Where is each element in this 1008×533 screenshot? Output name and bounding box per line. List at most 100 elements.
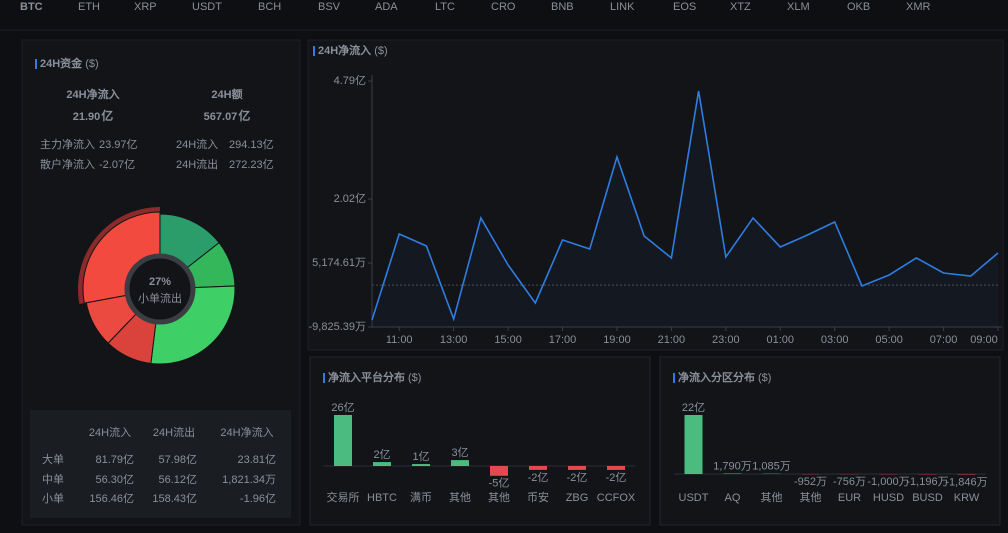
tab[interactable]: XLM — [787, 1, 810, 13]
bar — [529, 466, 547, 470]
bar-value-label: 3亿 — [451, 446, 468, 459]
table-cell: 小单 — [42, 492, 64, 505]
bar-value-label: -5亿 — [489, 477, 510, 490]
x-tick-label: 01:00 — [766, 334, 794, 346]
pie-center-label: 27% — [149, 276, 171, 288]
title-marker — [673, 373, 675, 383]
tab[interactable]: LTC — [435, 1, 455, 13]
table-cell: 156.46亿 — [89, 492, 134, 505]
stat-unit: 亿 — [238, 108, 250, 123]
line-area — [372, 90, 998, 328]
bar — [607, 466, 625, 470]
bar — [684, 415, 703, 474]
tab[interactable]: LINK — [610, 1, 635, 13]
table-cell: 57.98亿 — [158, 453, 197, 466]
stat-value: -2.07亿 — [99, 158, 135, 171]
x-tick-label: 13:00 — [440, 334, 468, 346]
x-tick-label: 币安 — [527, 490, 549, 504]
x-tick-label: AQ — [725, 492, 741, 504]
bar-value-label: -1,846万 — [945, 476, 987, 488]
title-text: 净流入平台分布 — [328, 370, 405, 384]
bar-value-label: 2亿 — [373, 448, 390, 461]
table-cell: 158.43亿 — [152, 492, 197, 505]
x-tick-label: 21:00 — [658, 334, 686, 346]
x-tick-label: 15:00 — [494, 334, 522, 346]
x-tick-label: 11:00 — [386, 334, 413, 346]
stat-unit: 亿 — [101, 108, 113, 123]
x-tick-label: HUSD — [873, 492, 904, 504]
tab[interactable]: XTZ — [730, 1, 751, 13]
tab[interactable]: CRO — [491, 1, 516, 13]
panel-title: 24H净流入 ($) — [318, 43, 388, 57]
x-tick-label: 17:00 — [549, 334, 577, 346]
x-tick-label: KRW — [954, 492, 980, 504]
bar-value-label: -2亿 — [528, 471, 549, 484]
table-cell: 23.81亿 — [237, 453, 276, 466]
bar — [490, 466, 508, 476]
y-tick-label: 2.02亿 — [334, 192, 366, 205]
title-text: 24H净流入 — [318, 43, 371, 57]
stat-label: 24H流出 — [176, 157, 218, 171]
title-text: 净流入分区分布 — [678, 370, 755, 384]
line — [371, 90, 999, 322]
stat-value: 21.90亿 — [73, 108, 114, 123]
line-panel — [307, 39, 1004, 351]
bar — [373, 462, 391, 466]
stat-value: 23.97亿 — [99, 138, 138, 151]
x-tick-label: EUR — [838, 492, 861, 504]
tab[interactable]: ETH — [78, 1, 100, 13]
bar — [412, 464, 430, 466]
tab[interactable]: BTC — [20, 1, 43, 13]
tab[interactable]: BCH — [258, 1, 281, 13]
x-tick-label: USDT — [679, 492, 709, 504]
stat-label: 24H额 — [211, 87, 242, 101]
table-cell: 81.79亿 — [95, 453, 134, 466]
bar-value-label: -2亿 — [606, 471, 627, 484]
tab[interactable]: BNB — [551, 1, 574, 13]
tab[interactable]: OKB — [847, 1, 870, 13]
tab[interactable]: EOS — [673, 1, 696, 13]
stat-label: 主力净流入 — [40, 137, 95, 151]
x-tick-label: HBTC — [367, 492, 397, 504]
tab[interactable]: ADA — [375, 1, 398, 13]
y-tick-label: 4.79亿 — [334, 74, 366, 87]
bar — [334, 415, 352, 466]
bar-value-label: 26亿 — [331, 401, 354, 414]
table-cell: 56.12亿 — [158, 473, 197, 486]
bar-value-label: -756万 — [833, 476, 866, 488]
table-header: 24H流入 — [89, 425, 131, 439]
bar — [568, 466, 586, 470]
table-header: 24H净流入 — [220, 425, 273, 439]
bar-value-label: 1,085万 — [752, 461, 791, 473]
bar-value-label: 22亿 — [682, 401, 705, 414]
stat-number: 567.07 — [204, 111, 238, 123]
title-unit: ($) — [408, 372, 421, 384]
bar-value-label: -2亿 — [567, 471, 588, 484]
tab[interactable]: USDT — [192, 1, 222, 13]
title-marker — [35, 59, 37, 69]
bar-value-label: -952万 — [794, 476, 827, 488]
bar — [451, 460, 469, 466]
tab[interactable]: BSV — [318, 1, 341, 13]
title-unit: ($) — [374, 45, 387, 57]
title-text: 24H资金 — [40, 56, 83, 70]
bar-value-label: -1,196万 — [906, 476, 948, 488]
x-tick-label: 23:00 — [712, 334, 740, 346]
stat-value: 567.07亿 — [204, 108, 251, 123]
tab[interactable]: XRP — [134, 1, 157, 13]
x-tick-label: 05:00 — [875, 334, 903, 346]
table-cell: 中单 — [42, 473, 64, 486]
panel-title: 净流入平台分布 ($) — [328, 370, 421, 384]
bar-value-label: 1,790万 — [713, 460, 752, 472]
table-cell: -1.96亿 — [240, 492, 276, 505]
stat-value: 294.13亿 — [229, 138, 274, 151]
x-tick-label: 其他 — [449, 491, 471, 504]
tab[interactable]: XMR — [906, 1, 931, 13]
x-tick-label: 其他 — [800, 491, 822, 504]
flow-table-bg — [30, 410, 291, 518]
bar-value-label: -1,000万 — [867, 476, 909, 488]
table-cell: 大单 — [42, 452, 64, 466]
bar-value-label: 1亿 — [412, 450, 429, 463]
title-marker — [323, 373, 325, 383]
title-unit: ($) — [758, 372, 771, 384]
